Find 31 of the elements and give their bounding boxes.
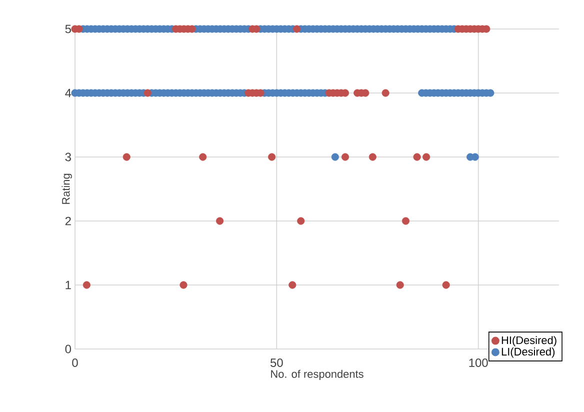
point (216, 217, 224, 225)
y-tick-label: 5 (65, 24, 71, 34)
point (297, 217, 305, 225)
legend-label: HI(Desired) (502, 336, 556, 346)
x-tick-label: 0 (72, 358, 78, 367)
point (268, 153, 276, 161)
x-tick-label: 50 (270, 358, 283, 367)
point (293, 25, 301, 33)
y-tick-label: 2 (65, 216, 71, 226)
point (422, 153, 430, 161)
legend-label: LI(Desired) (502, 348, 555, 358)
y-tick-label: 3 (65, 152, 71, 162)
x-tick-label: 100 (469, 358, 488, 367)
point (396, 281, 404, 289)
point (180, 281, 188, 289)
point (122, 153, 130, 161)
point (288, 281, 296, 289)
point (402, 217, 410, 225)
point (144, 89, 152, 97)
point (368, 153, 376, 161)
y-tick-label: 1 (66, 280, 71, 290)
y-axis-title: Rating (62, 174, 72, 204)
point (382, 89, 390, 97)
point (199, 153, 207, 161)
y-tick-label: 0 (65, 344, 72, 354)
x-axis-title: No. of respondents (271, 370, 364, 380)
point (413, 153, 421, 161)
point (82, 281, 90, 289)
point (442, 281, 450, 289)
y-tick-label: 4 (65, 88, 72, 98)
point (341, 153, 350, 161)
